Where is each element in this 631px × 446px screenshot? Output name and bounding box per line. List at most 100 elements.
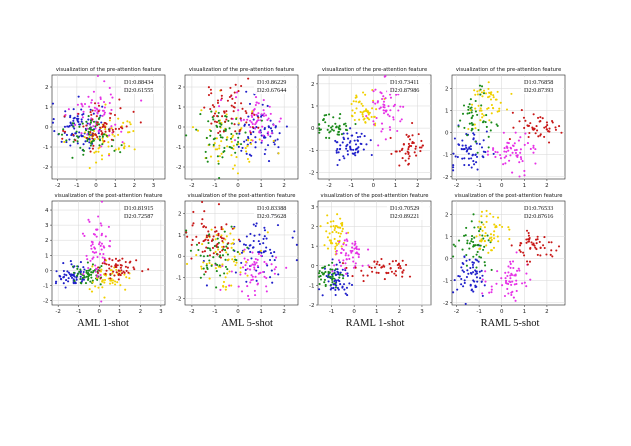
x-tick-label: 0	[236, 183, 240, 189]
scatter-point	[382, 264, 385, 267]
scatter-point	[527, 231, 530, 235]
scatter-point	[389, 96, 393, 99]
scatter-point	[109, 116, 112, 120]
scatter-point	[216, 101, 220, 104]
scatter-point	[92, 139, 95, 142]
scatter-point	[242, 266, 245, 269]
scatter-point	[69, 260, 72, 263]
scatter-point	[480, 91, 484, 94]
scatter-point	[373, 266, 377, 269]
scatter-point	[496, 270, 499, 273]
scatter-point	[224, 288, 227, 291]
scatter-point	[392, 118, 395, 121]
scatter-point	[92, 90, 95, 93]
scatter-point	[546, 124, 549, 127]
scatter-point	[326, 128, 329, 131]
scatter-point	[251, 110, 254, 113]
scatter-point	[478, 233, 481, 237]
scatter-point	[239, 117, 242, 120]
scatter-point	[519, 148, 522, 151]
scatter-point	[213, 120, 216, 123]
scatter-point	[236, 143, 239, 146]
scatter-point	[407, 152, 410, 156]
scatter-point	[481, 274, 484, 277]
scatter-point	[238, 240, 242, 243]
scatter-point	[91, 109, 94, 112]
scatter-point	[240, 127, 243, 130]
scatter-point	[330, 241, 333, 244]
scatter-point	[326, 222, 329, 225]
scatter-point	[362, 280, 365, 283]
scatter-point	[389, 136, 392, 139]
scatter-point	[328, 113, 331, 116]
scatter-point	[513, 142, 516, 145]
scatter-point	[225, 251, 228, 254]
scatter-point	[108, 239, 112, 243]
scatter-point	[65, 274, 68, 277]
scatter-point	[420, 139, 423, 143]
scatter-point	[224, 276, 227, 279]
scatter-point	[228, 270, 231, 273]
x-tick-label: 2	[282, 309, 286, 315]
scatter-point	[475, 155, 479, 158]
scatter-point	[99, 270, 103, 273]
scatter-point	[346, 239, 349, 243]
scatter-point	[295, 259, 298, 262]
scatter-point	[234, 130, 237, 133]
scatter-point	[339, 128, 342, 131]
scatter-point	[98, 144, 101, 147]
scatter-point	[250, 114, 253, 117]
scatter-point	[499, 157, 502, 160]
scatter-point	[223, 230, 226, 233]
scatter-point	[472, 160, 475, 163]
scatter-point	[332, 116, 335, 119]
scatter-point	[214, 267, 217, 270]
scatter-point	[356, 136, 359, 139]
scatter-point	[94, 133, 97, 136]
scatter-point	[245, 235, 248, 238]
scatter-point	[223, 146, 226, 150]
scatter-point	[100, 130, 103, 133]
scatter-point	[208, 235, 211, 238]
y-tick-label: 0	[445, 131, 449, 137]
scatter-point	[407, 135, 411, 138]
scatter-point	[468, 258, 471, 261]
scatter-point	[97, 130, 100, 133]
scatter-point	[263, 235, 266, 238]
scatter-point	[357, 101, 360, 104]
scatter-point	[510, 92, 513, 95]
scatter-point	[482, 223, 485, 226]
scatter-point	[465, 264, 468, 267]
scatter-point	[98, 146, 101, 149]
scatter-point	[63, 115, 66, 118]
scatter-point	[252, 118, 255, 121]
scatter-point	[81, 116, 84, 119]
scatter-point	[333, 279, 336, 283]
scatter-point	[339, 217, 342, 220]
scatter-point	[240, 261, 243, 264]
scatter-point	[266, 118, 269, 122]
scatter-point	[408, 155, 411, 158]
scatter-point	[473, 163, 476, 166]
x-tick-label: 0	[94, 183, 98, 189]
scatter-point	[229, 232, 232, 235]
scatter-point	[76, 115, 79, 118]
metric-label-d2: D2:0.67644	[257, 87, 286, 94]
y-tick-label: 1	[311, 244, 315, 250]
scatter-point	[245, 260, 248, 263]
scatter-point	[141, 270, 144, 273]
metric-label-d2: D2:0.72587	[124, 213, 153, 220]
scatter-point	[203, 106, 206, 109]
y-tick-label: 1	[445, 234, 449, 240]
scatter-point	[511, 260, 515, 263]
scatter-point	[210, 228, 213, 231]
scatter-point	[486, 153, 490, 156]
scatter-point	[87, 95, 90, 98]
scatter-point	[539, 254, 542, 257]
scatter-point	[218, 130, 222, 133]
scatter-point	[243, 248, 246, 251]
scatter-point	[103, 262, 106, 265]
scatter-point	[339, 147, 342, 150]
scatter-point	[493, 223, 496, 226]
scatter-point	[100, 234, 103, 237]
